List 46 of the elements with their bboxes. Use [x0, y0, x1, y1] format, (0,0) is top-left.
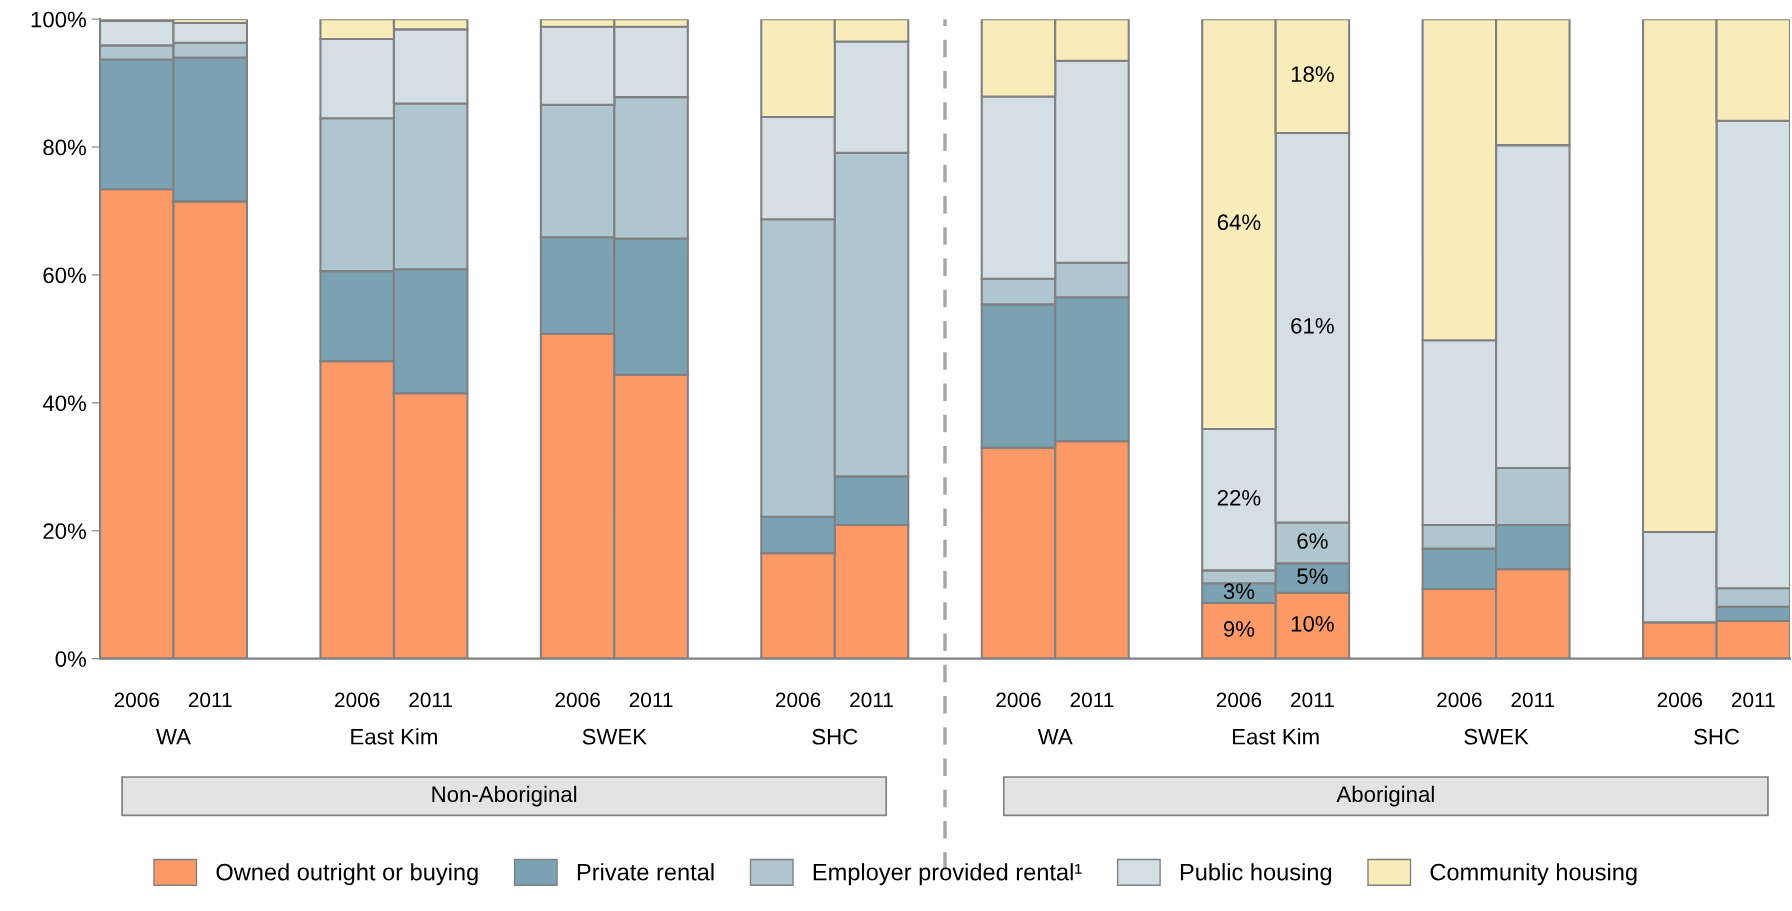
x-tick-label: 2011	[1291, 692, 1334, 708]
data-label: 6%	[1297, 533, 1328, 549]
x-tick-label: 2006	[1437, 692, 1482, 708]
data-label: 64%	[1217, 214, 1261, 231]
y-tick-label: 60%	[43, 267, 87, 284]
y-tick-label: 0%	[55, 651, 87, 667]
x-tick-label: 2011	[629, 692, 673, 708]
legend-label: Community housing	[1430, 863, 1637, 886]
text: WA	[156, 729, 191, 745]
legend-label: Employer provided rental¹	[813, 863, 1082, 886]
x-tick-label: 2006	[114, 692, 159, 708]
x-tick-label: 2011	[1511, 692, 1555, 708]
text: East Kim	[1233, 728, 1319, 745]
data-label: 10%	[1291, 615, 1334, 632]
x-tick-label: 2011	[1731, 692, 1775, 708]
text: WA	[1037, 729, 1073, 745]
text: SWEK	[582, 728, 647, 745]
text: SHC	[1694, 728, 1740, 745]
x-tick-label: 2006	[775, 692, 821, 708]
data-label: 9%	[1223, 621, 1255, 637]
x-tick-label: 2011	[1070, 692, 1114, 708]
text: Aboriginal	[1336, 785, 1434, 807]
x-tick-label: 2011	[409, 692, 453, 708]
x-tick-label: 2006	[1657, 692, 1703, 708]
text: SWEK	[1464, 728, 1529, 745]
data-label: 5%	[1297, 568, 1328, 585]
x-tick-label: 2011	[850, 692, 893, 708]
x-tick-label: 2006	[1216, 692, 1262, 708]
y-tick-label: 20%	[43, 523, 87, 540]
legend-label: Private rental	[577, 863, 714, 881]
y-tick-label: 100%	[31, 11, 87, 28]
y-tick-label: 40%	[42, 395, 87, 412]
data-label: 61%	[1291, 317, 1334, 334]
text: East Kim	[351, 728, 437, 745]
legend-label: Public housing	[1180, 863, 1332, 886]
data-label: 18%	[1291, 66, 1334, 83]
data-label: 3%	[1223, 583, 1255, 600]
x-tick-label: 2006	[335, 692, 380, 708]
text: Non-Aboriginal	[432, 785, 577, 807]
y-tick-label: 80%	[43, 139, 87, 156]
text: SHC	[812, 728, 858, 745]
legend-label: Owned outright or buying	[216, 863, 478, 886]
x-tick-label: 2006	[996, 692, 1041, 708]
x-tick-label: 2011	[188, 692, 232, 708]
x-tick-label: 2006	[555, 692, 600, 708]
data-label: 22%	[1217, 489, 1261, 506]
